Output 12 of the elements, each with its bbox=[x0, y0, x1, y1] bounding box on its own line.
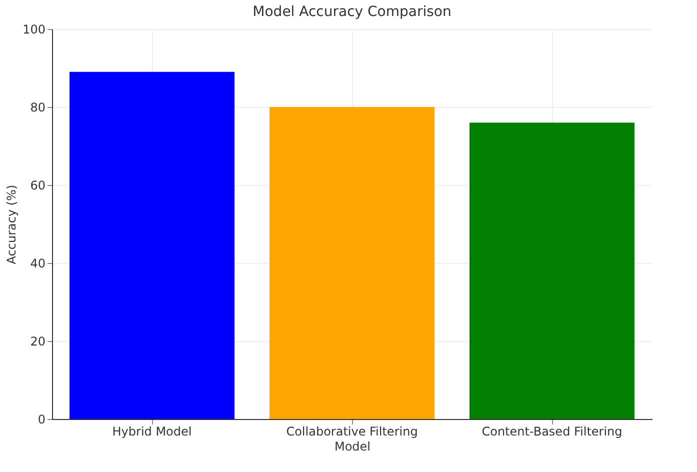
y-axis-title: Accuracy (%) bbox=[4, 184, 19, 264]
chart-title: Model Accuracy Comparison bbox=[252, 4, 452, 20]
y-tick-label: 80 bbox=[30, 100, 46, 114]
x-axis-title: Model bbox=[334, 440, 371, 454]
x-tick-label: Collaborative Filtering bbox=[286, 424, 418, 438]
y-tick-label: 40 bbox=[30, 256, 46, 270]
y-tick-label: 100 bbox=[22, 22, 46, 36]
y-tick-label: 60 bbox=[30, 178, 46, 192]
y-tick-label: 0 bbox=[38, 412, 46, 426]
y-tick-label: 20 bbox=[30, 334, 46, 348]
x-tick-label: Content-Based Filtering bbox=[482, 424, 622, 438]
x-tick-label: Hybrid Model bbox=[112, 424, 192, 438]
